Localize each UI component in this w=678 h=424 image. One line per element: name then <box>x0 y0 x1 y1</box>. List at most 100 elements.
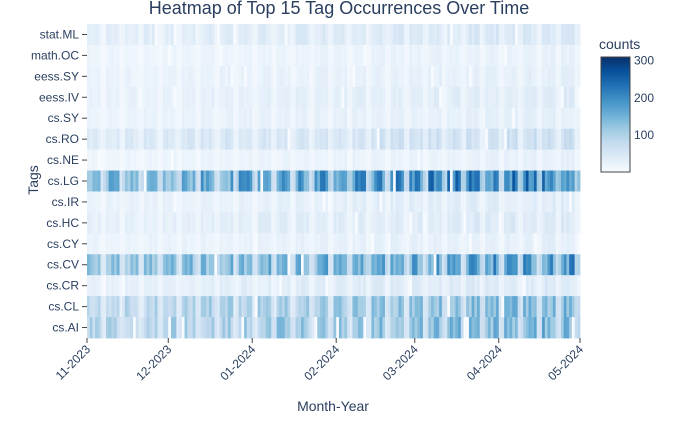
heatmap-cell <box>135 24 139 46</box>
heatmap-cell <box>254 170 259 192</box>
heatmap-cell <box>149 191 153 213</box>
heatmap-cell <box>493 233 497 255</box>
heatmap-cell <box>103 44 107 67</box>
heatmap-cell <box>374 65 378 88</box>
heatmap-cell <box>135 128 139 150</box>
heatmap-cell <box>268 128 272 150</box>
heatmap-cell <box>490 254 494 276</box>
heatmap-cell <box>390 24 394 46</box>
heatmap-cell <box>384 107 389 130</box>
heatmap-cell <box>198 296 202 318</box>
heatmap-cell <box>338 275 343 297</box>
heatmap-cell <box>292 44 296 67</box>
heatmap-cell <box>371 149 375 171</box>
heatmap-cell <box>422 149 426 171</box>
y-tick-label: eess.SY <box>34 69 79 83</box>
heatmap-cell <box>105 107 110 130</box>
heatmap-cell <box>187 275 191 297</box>
heatmap-cell <box>528 317 532 339</box>
heatmap-cell <box>328 191 332 213</box>
heatmap-cell <box>368 170 372 192</box>
heatmap-cell <box>561 254 565 276</box>
heatmap-cell <box>273 233 278 255</box>
heatmap-cell <box>477 275 481 297</box>
heatmap-cell <box>225 24 229 46</box>
heatmap-cell <box>263 191 267 213</box>
heatmap-cell <box>504 254 508 276</box>
heatmap-cell <box>257 296 261 318</box>
heatmap-cell <box>520 44 524 67</box>
heatmap-cell <box>468 65 473 88</box>
heatmap-cell <box>268 254 272 276</box>
heatmap-cell <box>97 128 101 150</box>
heatmap-cell <box>444 44 448 67</box>
heatmap-cell <box>103 254 107 276</box>
heatmap-cell <box>379 170 383 192</box>
heatmap-cell <box>566 296 570 318</box>
heatmap-cell <box>108 128 112 150</box>
heatmap-cell <box>390 233 394 255</box>
heatmap-cell <box>184 107 188 130</box>
heatmap-cell <box>433 233 437 255</box>
heatmap-cell <box>222 149 226 171</box>
heatmap-cell <box>493 317 497 339</box>
heatmap-cell <box>130 170 134 192</box>
heatmap-cell <box>100 191 104 213</box>
heatmap-cell <box>496 128 500 150</box>
heatmap-cell <box>550 149 554 171</box>
heatmap-cell <box>347 233 351 255</box>
heatmap-cell <box>474 107 478 130</box>
heatmap-cell <box>561 65 565 88</box>
heatmap-cell <box>238 170 242 192</box>
heatmap-cell <box>447 65 451 88</box>
heatmap-cell <box>506 65 510 88</box>
heatmap-cell <box>376 107 380 130</box>
heatmap-cell <box>124 233 129 255</box>
heatmap-cell <box>341 191 345 213</box>
heatmap-cell <box>97 107 101 130</box>
heatmap-cell <box>314 24 318 46</box>
heatmap-cell <box>360 233 364 255</box>
heatmap-cell <box>127 86 131 109</box>
heatmap-cell <box>203 44 207 67</box>
heatmap-cell <box>355 170 359 192</box>
heatmap-cells <box>87 24 581 339</box>
heatmap-cell <box>195 212 199 234</box>
heatmap-cell <box>555 191 559 213</box>
heatmap-cell <box>149 317 153 339</box>
heatmap-cell <box>395 233 399 255</box>
heatmap-cell <box>371 107 375 130</box>
heatmap-cell <box>490 170 494 192</box>
heatmap-cell <box>379 191 383 213</box>
heatmap-cell <box>292 86 296 109</box>
x-tick-label: 05-2024 <box>545 342 586 383</box>
heatmap-cell <box>235 128 240 150</box>
heatmap-cell <box>114 149 118 171</box>
heatmap-cell <box>477 191 481 213</box>
heatmap-cell <box>544 296 548 318</box>
heatmap-cell <box>198 254 202 276</box>
heatmap-cell <box>273 254 278 276</box>
heatmap-cell <box>311 233 315 255</box>
heatmap-row <box>87 254 581 276</box>
heatmap-cell <box>162 170 166 192</box>
heatmap-cell <box>328 254 332 276</box>
y-tick-label: math.OC <box>31 48 79 62</box>
heatmap-cell <box>130 86 134 109</box>
heatmap-cell <box>103 233 107 255</box>
heatmap-cell <box>138 254 142 276</box>
heatmap-cell <box>130 191 134 213</box>
heatmap-cell <box>319 149 324 171</box>
heatmap-cell <box>276 24 280 46</box>
heatmap-cell <box>152 65 156 88</box>
heatmap-cell <box>130 317 134 339</box>
heatmap-cell <box>162 212 166 234</box>
heatmap-cell <box>168 296 172 318</box>
heatmap-cell <box>222 86 226 109</box>
heatmap-cell <box>187 128 191 150</box>
heatmap-cell <box>295 254 299 276</box>
heatmap-cell <box>496 233 500 255</box>
heatmap-cell <box>254 86 259 109</box>
heatmap-cell <box>363 317 367 339</box>
heatmap-cell <box>303 317 307 339</box>
